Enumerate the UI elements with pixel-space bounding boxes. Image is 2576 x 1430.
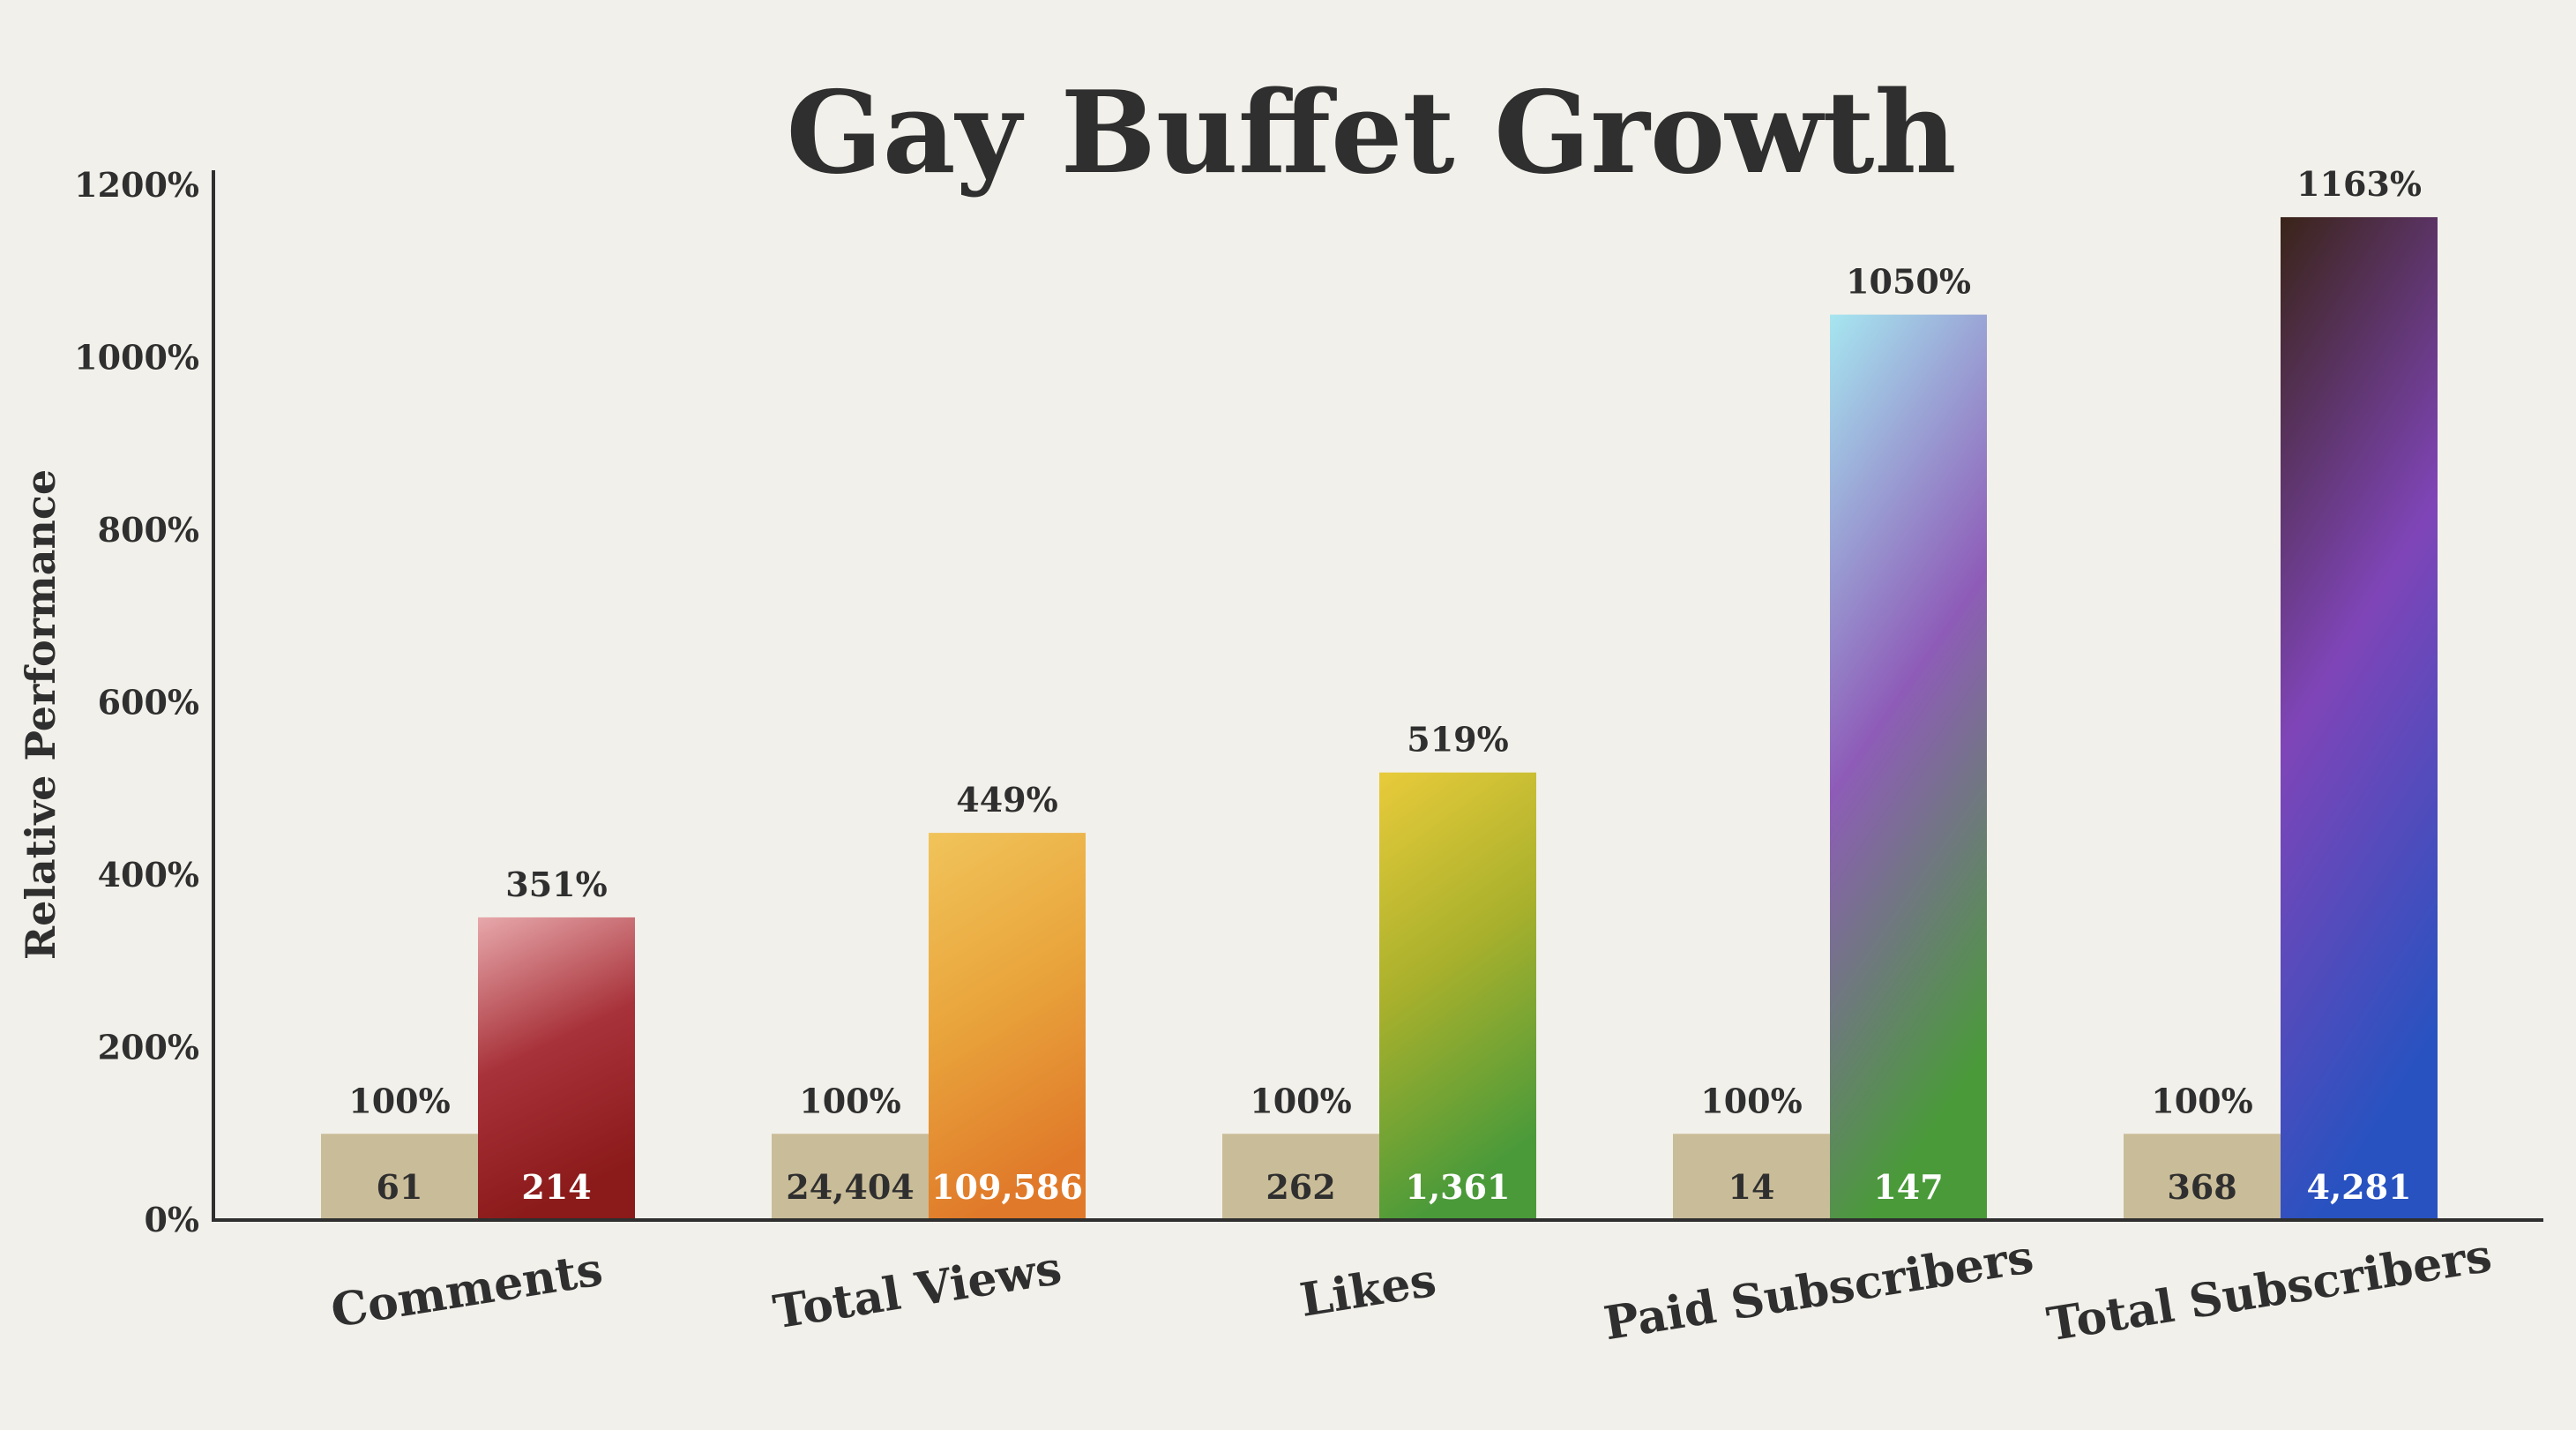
bar-count-label: 4,281 bbox=[2307, 1167, 2412, 1207]
x-category-label: Total Views bbox=[770, 1241, 1065, 1340]
bar-count-label: 109,586 bbox=[931, 1167, 1083, 1207]
y-tick-label: 1200% bbox=[74, 165, 199, 205]
bar-growth bbox=[1379, 772, 1536, 1220]
bar-count-label: 24,404 bbox=[786, 1167, 914, 1207]
bar-percent-label: 1050% bbox=[1846, 262, 1971, 302]
bar-count-label: 61 bbox=[377, 1167, 423, 1207]
bar-baseline bbox=[772, 1134, 929, 1220]
x-category-label: Total Subscribers bbox=[2043, 1229, 2495, 1352]
y-axis-label: Relative Performance bbox=[17, 469, 64, 960]
y-tick-label: 200% bbox=[98, 1028, 199, 1067]
bar-growth bbox=[1830, 314, 1987, 1220]
bar-percent-label: 519% bbox=[1407, 720, 1508, 760]
bar-percent-label: 1163% bbox=[2296, 164, 2422, 204]
x-category-label: Paid Subscribers bbox=[1601, 1230, 2037, 1351]
bar-baseline bbox=[321, 1134, 478, 1220]
bar-percent-label: 100% bbox=[348, 1081, 450, 1120]
bar-growth bbox=[478, 917, 635, 1220]
bar-count-label: 214 bbox=[521, 1167, 591, 1207]
y-tick-label: 0% bbox=[144, 1200, 199, 1239]
bar-percent-label: 351% bbox=[505, 865, 607, 904]
chart-title: Gay Buffet Growth bbox=[786, 67, 1956, 199]
bar-count-label: 262 bbox=[1266, 1167, 1335, 1207]
bar-percent-label: 100% bbox=[799, 1081, 900, 1120]
bar-labels-group: 100% 351% 61 214 100% 449% 24,404 109,586 100% 51… bbox=[348, 164, 2422, 1207]
bar-count-label: 368 bbox=[2167, 1167, 2236, 1207]
y-tick-label: 800% bbox=[98, 510, 199, 550]
bar-percent-label: 100% bbox=[1700, 1081, 1802, 1120]
bar-percent-label: 100% bbox=[2151, 1081, 2252, 1120]
bar-count-label: 1,361 bbox=[1406, 1167, 1511, 1207]
bar-count-label: 147 bbox=[1873, 1167, 1943, 1207]
bar-count-label: 14 bbox=[1729, 1167, 1775, 1207]
category-labels-group: Comments Total Views Likes Paid Subscribers… bbox=[327, 1229, 2495, 1352]
bar-baseline bbox=[2124, 1134, 2281, 1220]
y-tick-label: 400% bbox=[98, 855, 199, 895]
bar-baseline bbox=[1673, 1134, 1830, 1220]
y-tick-label: 1000% bbox=[74, 338, 199, 378]
y-tick-label: 600% bbox=[98, 683, 199, 722]
bar-percent-label: 449% bbox=[956, 780, 1057, 820]
x-category-label: Likes bbox=[1296, 1253, 1439, 1327]
bar-baseline bbox=[1222, 1134, 1379, 1220]
bar-growth bbox=[929, 833, 1086, 1220]
bars-group bbox=[321, 217, 2438, 1221]
x-category-label: Comments bbox=[327, 1242, 606, 1338]
y-axis-ticks: 0% 200% 400% 600% 800% 1000% 1200% bbox=[74, 165, 199, 1239]
bar-growth bbox=[2281, 217, 2438, 1221]
bar-percent-label: 100% bbox=[1250, 1081, 1351, 1120]
